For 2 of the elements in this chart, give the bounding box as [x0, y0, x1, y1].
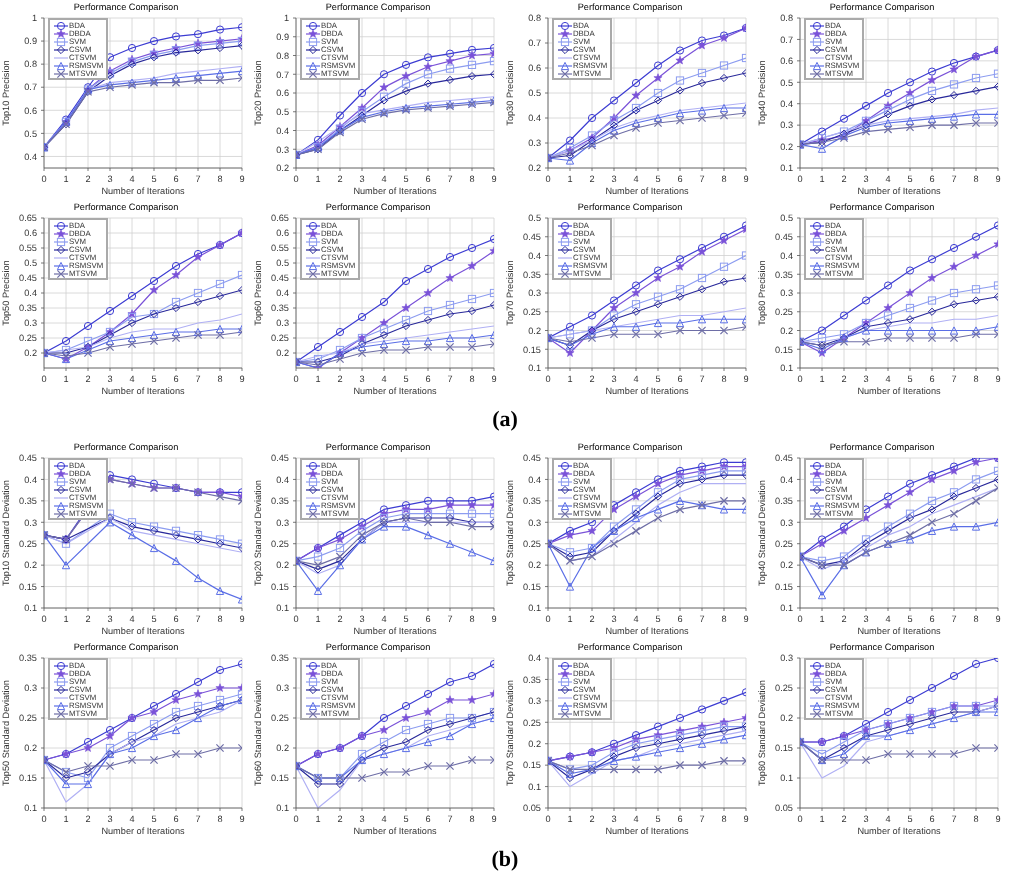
text: (b)	[489, 846, 521, 876]
text: (a)	[490, 406, 520, 436]
